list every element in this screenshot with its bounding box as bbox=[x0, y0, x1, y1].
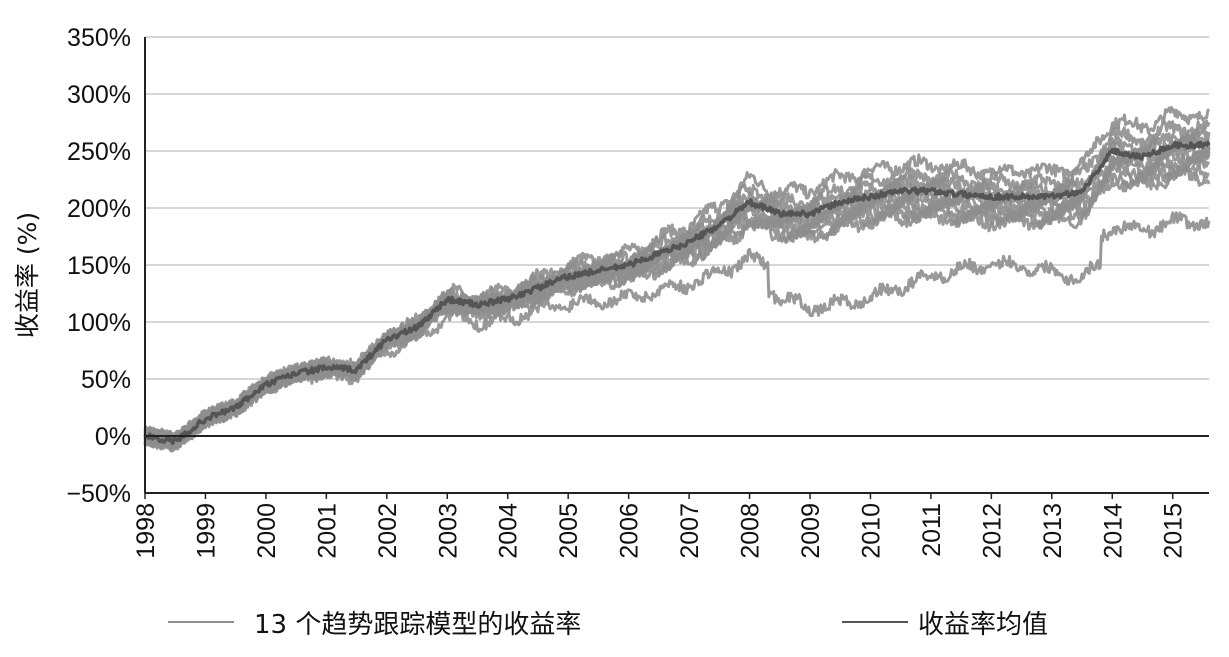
y-tick-label: −50% bbox=[66, 480, 131, 508]
legend-swatch-models bbox=[168, 621, 234, 623]
y-tick-label: 250% bbox=[67, 138, 131, 166]
x-tick-label: 2006 bbox=[616, 503, 644, 559]
x-tick-label: 2009 bbox=[797, 503, 825, 559]
x-tick-label: 2004 bbox=[495, 503, 523, 559]
model-series-line bbox=[144, 162, 1210, 450]
legend-item-models: 13 个趋势跟踪模型的收益率 bbox=[168, 602, 581, 642]
x-tick-label: 2001 bbox=[313, 503, 341, 559]
x-tick-label: 2011 bbox=[918, 503, 946, 557]
model-series-line bbox=[143, 137, 1211, 447]
legend-swatch-mean bbox=[842, 621, 908, 623]
y-tick-label: 150% bbox=[67, 252, 131, 280]
model-series-group bbox=[143, 105, 1211, 453]
x-tick-labels: 1998 1999 2000 2001 2002 2003 2004 2005 2006 2007… bbox=[132, 503, 1188, 559]
y-axis-label: 收益率 (%) bbox=[13, 212, 42, 338]
y-tick-labels: 350% 300% 250% 200% 150% 100% 50% 0% −50% bbox=[66, 24, 131, 508]
y-tick-label: 0% bbox=[95, 423, 131, 451]
y-tick-label: 300% bbox=[67, 81, 131, 109]
x-tick-label: 2013 bbox=[1039, 503, 1067, 559]
legend-label-models: 13 个趋势跟踪模型的收益率 bbox=[254, 609, 582, 640]
x-tick-label: 2002 bbox=[374, 503, 402, 559]
y-tick-label: 200% bbox=[67, 195, 131, 223]
x-tick-label: 2007 bbox=[676, 503, 704, 559]
x-tick-label: 2014 bbox=[1099, 503, 1127, 559]
model-series-line bbox=[144, 143, 1211, 449]
y-tick-label: 50% bbox=[81, 366, 131, 394]
model-series-line bbox=[143, 105, 1211, 449]
x-tick-label: 2008 bbox=[737, 503, 765, 559]
x-tick-label: 2012 bbox=[978, 503, 1006, 559]
x-tick-label: 2005 bbox=[555, 503, 583, 559]
mean-series-line bbox=[143, 140, 1211, 446]
y-tick-label: 350% bbox=[67, 24, 131, 52]
mean-series-group bbox=[143, 140, 1211, 446]
x-tick-label: 1999 bbox=[192, 503, 220, 559]
y-tick-label: 100% bbox=[67, 309, 131, 337]
x-tick-label: 2000 bbox=[253, 503, 281, 559]
x-tick-label: 1998 bbox=[132, 503, 160, 559]
x-tick-label: 2003 bbox=[434, 503, 462, 559]
axes bbox=[144, 37, 1209, 499]
x-tick-label: 2015 bbox=[1160, 503, 1188, 559]
model-series-line bbox=[143, 211, 1211, 447]
legend-label-mean: 收益率均值 bbox=[918, 609, 1049, 640]
legend-item-mean: 收益率均值 bbox=[842, 602, 1048, 642]
x-tick-label: 2010 bbox=[857, 503, 885, 559]
